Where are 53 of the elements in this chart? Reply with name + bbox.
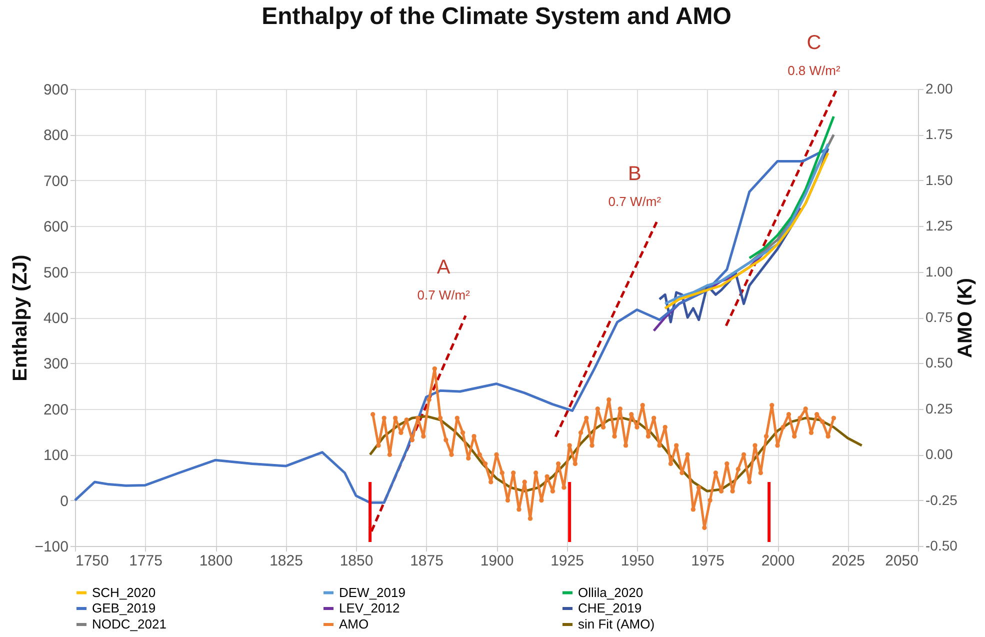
y-tick-label: 600	[43, 218, 68, 236]
y-tick-label: 500	[43, 264, 68, 282]
annotation: 0.7 W/m²	[417, 288, 471, 303]
y-axis-title: Enthalpy (ZJ)	[10, 254, 32, 382]
y2-tick-label: -0.50	[926, 538, 958, 554]
y2-tick-label: -0.25	[926, 492, 958, 508]
y2-axis-title: AMO (K)	[954, 278, 976, 358]
legend-label: AMO	[339, 616, 369, 632]
x-tick-label: 1850	[340, 552, 374, 570]
legend-label: CHE_2019	[578, 600, 642, 616]
y-tick-label: 900	[43, 82, 68, 98]
y2-tick-label: 2.00	[926, 80, 953, 96]
x-tick-label: 1925	[550, 552, 584, 570]
legend-label: SCH_2020	[92, 584, 156, 600]
legend-label: LEV_2012	[339, 600, 400, 616]
y-tick-label: −100	[34, 538, 68, 556]
y2-tick-label: 1.50	[926, 172, 953, 188]
y2-tick-label: 1.00	[926, 263, 953, 280]
x-tick-label: 1750	[76, 552, 109, 570]
legend-label: GEB_2019	[92, 600, 156, 616]
legend-label: DEW_2019	[339, 584, 406, 600]
y-tick-label: 700	[43, 172, 68, 190]
y2-tick-label: 0.00	[926, 446, 953, 462]
y-tick-label: 800	[43, 127, 68, 144]
y-tick-label: 300	[43, 356, 68, 373]
chart-title: Enthalpy of the Climate System and AMO	[262, 2, 732, 30]
x-tick-label: 1800	[199, 552, 233, 570]
y2-tick-label: 0.50	[926, 354, 953, 371]
y2-tick-label: 0.25	[926, 400, 953, 416]
legend-label: NODC_2021	[92, 616, 166, 632]
y-tick-label: 0	[60, 492, 68, 510]
annotation: B	[628, 162, 642, 185]
y-tick-label: 200	[43, 401, 68, 418]
legend-label: sin Fit (AMO)	[578, 616, 655, 632]
annotation: A	[436, 256, 451, 279]
y-tick-label: 100	[43, 447, 68, 464]
x-tick-label: 1900	[480, 552, 514, 570]
x-tick-label: 1975	[691, 552, 724, 570]
x-tick-label: 1825	[270, 552, 303, 570]
legend-label: Ollila_2020	[578, 584, 644, 600]
x-tick-label: 2050	[885, 552, 918, 570]
y2-tick-label: 0.75	[926, 309, 953, 325]
text: 0.8 W/m²	[788, 62, 841, 78]
x-tick-label: 2025	[832, 552, 865, 570]
y2-tick-label: 1.25	[926, 218, 953, 234]
x-tick-label: 2000	[761, 552, 795, 570]
text: C	[806, 32, 822, 54]
x-tick-label: 1875	[410, 552, 444, 570]
annotation: 0.7 W/m²	[608, 194, 662, 209]
x-tick-label: 1950	[620, 552, 654, 570]
y2-tick-label: 1.75	[926, 126, 953, 142]
y-tick-label: 400	[43, 310, 68, 327]
x-tick-label: 1775	[129, 552, 162, 570]
